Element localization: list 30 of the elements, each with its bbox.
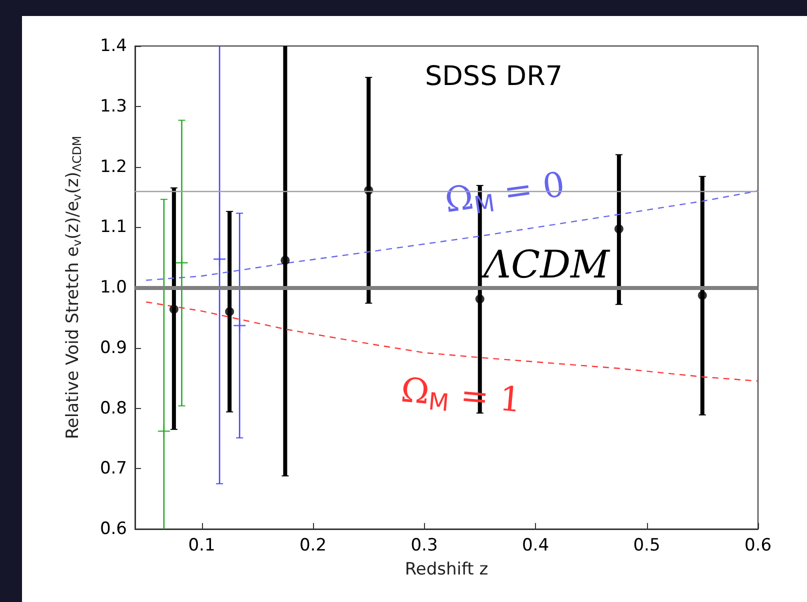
point [280, 256, 290, 265]
point [158, 424, 170, 438]
point [225, 307, 234, 316]
series-label: ΩM = 1 [399, 370, 523, 421]
y-tick-label: 0.8 [100, 398, 127, 418]
y-tick-label: 1.0 [100, 278, 127, 298]
point [475, 294, 484, 304]
point [214, 252, 226, 266]
y-tick-label: 1.4 [100, 36, 127, 56]
x-tick-label: 0.2 [299, 536, 327, 556]
point [614, 224, 624, 234]
y-tick-label: 1.3 [100, 96, 127, 116]
y-tick-label: 0.6 [100, 519, 127, 539]
y-tick-label: 0.9 [100, 338, 127, 358]
point [698, 290, 707, 300]
y-tick-label: 1.1 [100, 217, 127, 238]
point [176, 256, 188, 270]
ref-line-label: ΛCDM [480, 242, 611, 286]
y-tick-label: 0.7 [100, 458, 127, 479]
x-tick-label: 0.4 [522, 536, 550, 556]
text: ΩM = 0 [442, 164, 568, 222]
x-tick-label: 0.3 [410, 536, 438, 556]
point [169, 304, 178, 314]
text: SDSS DR7 [425, 61, 563, 92]
y-axis-title: Relative Void Stretch ev(z)/ev(z)ΛCDM [62, 136, 84, 440]
x-tick-label: 0.6 [744, 536, 772, 556]
x-axis-title: Redshift z [404, 560, 488, 580]
y-tick-label: 1.2 [100, 156, 127, 177]
x-tick-label: 0.1 [188, 536, 216, 556]
x-tick-label: 0.5 [633, 536, 660, 556]
